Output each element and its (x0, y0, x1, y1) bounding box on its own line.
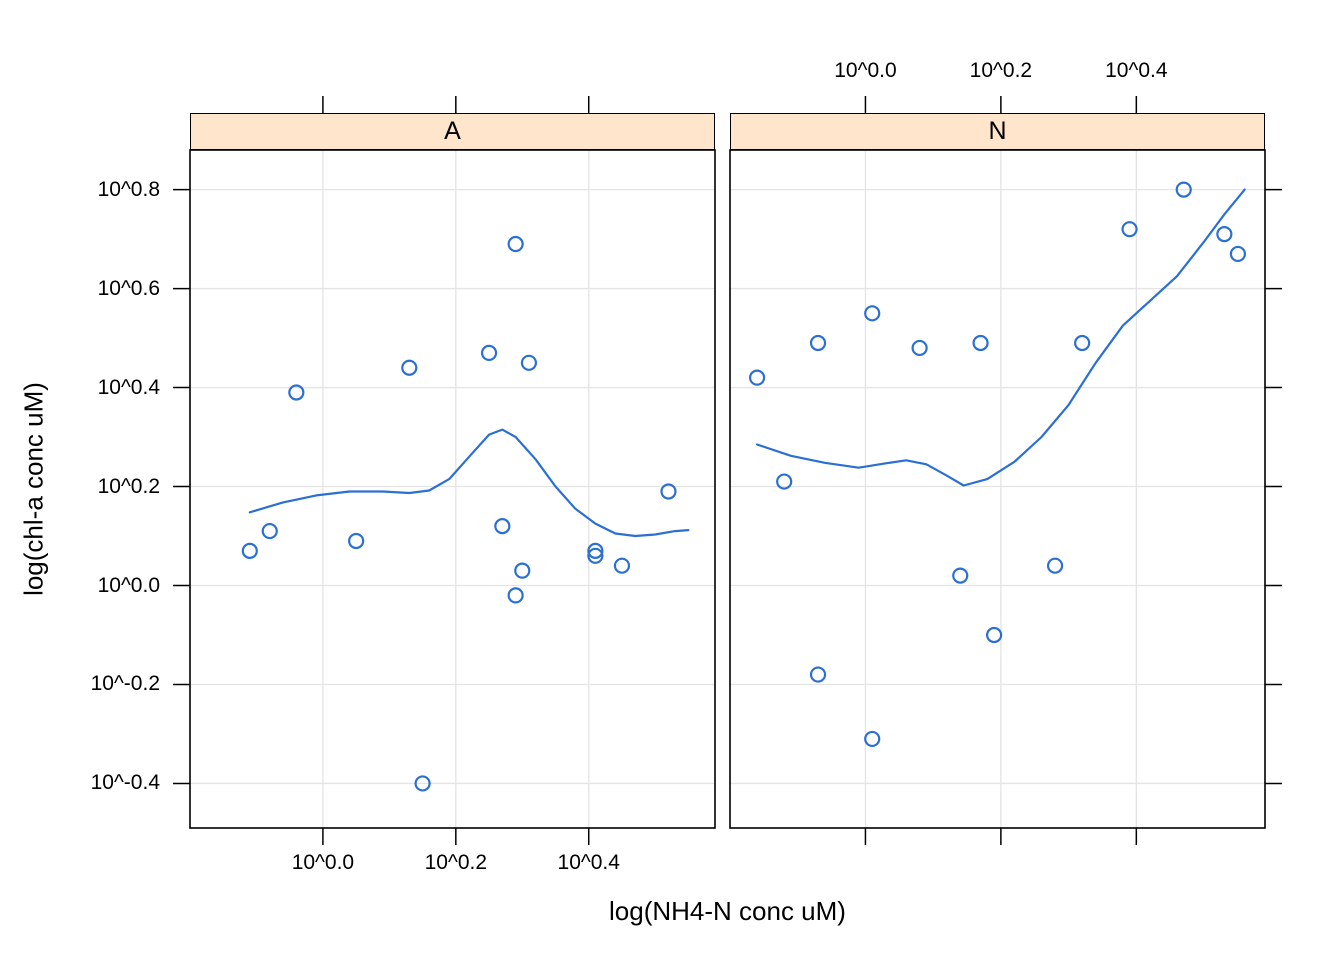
y-tick-label: 10^0.4 (97, 375, 160, 399)
y-tick-label: 10^0.8 (97, 177, 160, 201)
x-tick-label-top: 10^0.0 (834, 59, 897, 82)
x-axis-title: log(NH4-N conc uM) (609, 896, 846, 926)
x-tick-label-bottom: 10^0.0 (291, 851, 355, 874)
panel-strip-a: A (190, 113, 715, 150)
panel-strip-n: N (730, 113, 1265, 150)
y-tick-label: 10^0.6 (97, 276, 160, 300)
strip-label-a: A (444, 117, 461, 145)
x-tick-label-bottom: 10^0.4 (557, 851, 620, 874)
y-tick-label: 10^0.2 (97, 474, 160, 498)
y-axis-title: log(chl-a conc uM) (18, 382, 49, 596)
strip-label-n: N (988, 117, 1007, 145)
y-tick-label: 10^-0.2 (90, 672, 160, 696)
x-tick-label-bottom: 10^0.2 (424, 851, 488, 874)
y-tick-label: 10^0.0 (97, 573, 160, 597)
x-tick-label-top: 10^0.2 (969, 59, 1033, 82)
x-tick-label-top: 10^0.4 (1105, 59, 1168, 82)
y-tick-label: 10^-0.4 (90, 771, 160, 795)
